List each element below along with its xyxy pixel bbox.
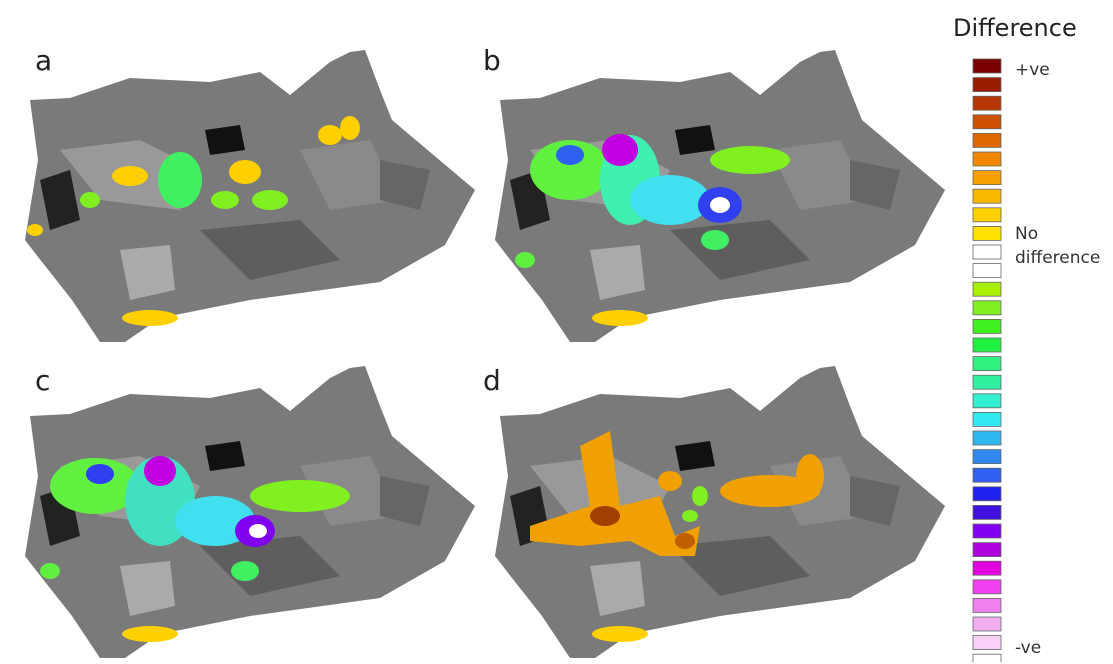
legend-swatch	[973, 319, 1001, 333]
legend-swatch	[973, 78, 1001, 92]
legend-swatch	[973, 487, 1001, 501]
panel-b	[495, 50, 945, 342]
legend-swatch	[973, 301, 1001, 315]
panel-label: c	[35, 364, 50, 397]
legend-swatch	[973, 171, 1001, 185]
legend-swatch	[973, 617, 1001, 631]
legend-label: -ve	[1015, 636, 1041, 660]
panel-label: a	[35, 44, 52, 77]
panel-label: d	[483, 364, 501, 397]
legend-swatch	[973, 598, 1001, 612]
legend-swatch	[973, 375, 1001, 389]
figure: a b c d Difference +ve No difference -ve	[0, 0, 1113, 664]
legend-swatch	[973, 654, 1001, 662]
panel-a	[25, 50, 475, 342]
legend-label: No difference	[1015, 222, 1110, 270]
legend-swatch	[973, 133, 1001, 147]
legend-swatch	[973, 59, 1001, 73]
maps: a b c d	[0, 0, 950, 664]
legend-swatch	[973, 357, 1001, 371]
legend-swatch	[973, 189, 1001, 203]
legend-swatch	[973, 561, 1001, 575]
legend-swatch	[973, 543, 1001, 557]
legend-swatches	[970, 42, 1010, 662]
legend-swatch	[973, 338, 1001, 352]
legend-swatch	[973, 524, 1001, 538]
legend-swatch	[973, 226, 1001, 240]
legend-swatch	[973, 431, 1001, 445]
legend-swatch	[973, 245, 1001, 259]
legend-swatch	[973, 505, 1001, 519]
legend-swatch	[973, 636, 1001, 650]
legend-swatch	[973, 580, 1001, 594]
legend-swatch	[973, 450, 1001, 464]
legend-swatch	[973, 468, 1001, 482]
panel-d	[495, 366, 945, 658]
legend-title: Difference	[953, 14, 1077, 42]
panel-label: b	[483, 44, 501, 77]
legend-swatch	[973, 152, 1001, 166]
legend-swatch	[973, 394, 1001, 408]
legend-swatch	[973, 412, 1001, 426]
legend-swatch	[973, 96, 1001, 110]
legend-label: +ve	[1015, 58, 1050, 82]
legend-swatch	[973, 208, 1001, 222]
legend-swatch	[973, 115, 1001, 129]
legend-swatch	[973, 264, 1001, 278]
panel-c	[25, 366, 475, 658]
legend-swatch	[973, 282, 1001, 296]
